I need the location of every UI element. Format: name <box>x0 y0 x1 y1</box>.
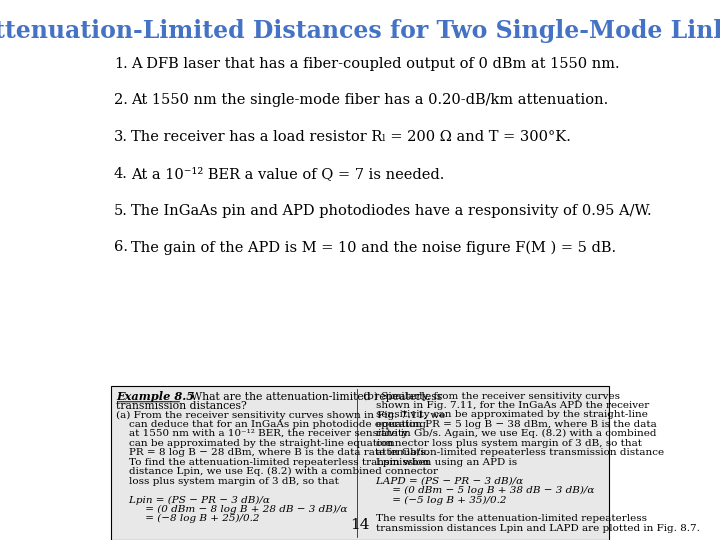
Text: at 1550 nm with a 10⁻¹² BER, the receiver sensitivity: at 1550 nm with a 10⁻¹² BER, the receive… <box>116 429 408 438</box>
Text: Example 8.5: Example 8.5 <box>116 392 194 402</box>
Text: 1.: 1. <box>114 57 127 71</box>
Text: (b) Similarly, from the receiver sensitivity curves: (b) Similarly, from the receiver sensiti… <box>363 392 619 401</box>
Text: attenuation-limited repeaterless transmission distance: attenuation-limited repeaterless transmi… <box>363 448 664 457</box>
Text: = (−5 log B + 35)/0.2: = (−5 log B + 35)/0.2 <box>363 496 506 504</box>
Text: transmission distances?: transmission distances? <box>116 401 246 411</box>
Text: = (−8 log B + 25)/0.2: = (−8 log B + 25)/0.2 <box>116 515 259 523</box>
Text: loss plus system margin of 3 dB, so that: loss plus system margin of 3 dB, so that <box>116 477 338 485</box>
Text: To find the attenuation-limited repeaterless transmission: To find the attenuation-limited repeater… <box>116 458 429 467</box>
Text: 3.: 3. <box>114 130 127 144</box>
Text: 14: 14 <box>350 518 370 532</box>
Text: The gain of the APD is M = 10 and the noise figure F(M ) = 5 dB.: The gain of the APD is M = 10 and the no… <box>131 240 616 255</box>
Text: rate in Gb/s. Again, we use Eq. (8.2) with a combined: rate in Gb/s. Again, we use Eq. (8.2) wi… <box>363 429 656 438</box>
Text: Attenuation-Limited Distances for Two Single-Mode Links: Attenuation-Limited Distances for Two Si… <box>0 19 720 43</box>
Text: A DFB laser that has a fiber-coupled output of 0 dBm at 1550 nm.: A DFB laser that has a fiber-coupled out… <box>131 57 620 71</box>
Text: distance Lpin, we use Eq. (8.2) with a combined connector: distance Lpin, we use Eq. (8.2) with a c… <box>116 467 438 476</box>
Text: (a) From the receiver sensitivity curves shown in Fig. 7.11, we: (a) From the receiver sensitivity curves… <box>116 410 445 420</box>
Text: sensitivity can be approximated by the straight-line: sensitivity can be approximated by the s… <box>363 410 647 420</box>
Text: The receiver has a load resistor Rₗ = 200 Ω and T = 300°K.: The receiver has a load resistor Rₗ = 20… <box>131 130 571 144</box>
Text: 4.: 4. <box>114 167 127 181</box>
Text: Lpin when using an APD is: Lpin when using an APD is <box>363 458 517 467</box>
Text: equation PR = 5 log B − 38 dBm, where B is the data: equation PR = 5 log B − 38 dBm, where B … <box>363 420 657 429</box>
Text: Lpin = (PS − PR − 3 dB)/α: Lpin = (PS − PR − 3 dB)/α <box>116 496 270 504</box>
Text: The results for the attenuation-limited repeaterless: The results for the attenuation-limited … <box>363 515 647 523</box>
Text: 2.: 2. <box>114 93 127 107</box>
Text: can be approximated by the straight-line equation: can be approximated by the straight-line… <box>116 438 393 448</box>
Text: What are the attenuation-limited repeaterless: What are the attenuation-limited repeate… <box>184 392 442 402</box>
Text: = (0 dBm − 8 log B + 28 dB − 3 dB)/α: = (0 dBm − 8 log B + 28 dB − 3 dB)/α <box>116 505 347 514</box>
Text: 6.: 6. <box>114 240 127 254</box>
Text: can deduce that for an InGaAs pin photodiode operating: can deduce that for an InGaAs pin photod… <box>116 420 426 429</box>
Text: transmission distances Lpin and LAPD are plotted in Fig. 8.7.: transmission distances Lpin and LAPD are… <box>363 524 699 533</box>
Text: = (0 dBm − 5 log B + 38 dB − 3 dB)/α: = (0 dBm − 5 log B + 38 dB − 3 dB)/α <box>363 486 594 495</box>
Text: At 1550 nm the single-mode fiber has a 0.20-dB/km attenuation.: At 1550 nm the single-mode fiber has a 0… <box>131 93 608 107</box>
Text: shown in Fig. 7.11, for the InGaAs APD the receiver: shown in Fig. 7.11, for the InGaAs APD t… <box>363 401 649 410</box>
Text: PR = 8 log B − 28 dBm, where B is the data rate in Gb/s.: PR = 8 log B − 28 dBm, where B is the da… <box>116 448 429 457</box>
FancyBboxPatch shape <box>111 386 609 540</box>
Text: LAPD = (PS − PR − 3 dB)/α: LAPD = (PS − PR − 3 dB)/α <box>363 477 523 485</box>
Text: connector loss plus system margin of 3 dB, so that: connector loss plus system margin of 3 d… <box>363 438 642 448</box>
Text: The InGaAs pin and APD photodiodes have a responsivity of 0.95 A/W.: The InGaAs pin and APD photodiodes have … <box>131 204 652 218</box>
Text: At a 10⁻¹² BER a value of Q = 7 is needed.: At a 10⁻¹² BER a value of Q = 7 is neede… <box>131 167 444 181</box>
Text: 5.: 5. <box>114 204 127 218</box>
